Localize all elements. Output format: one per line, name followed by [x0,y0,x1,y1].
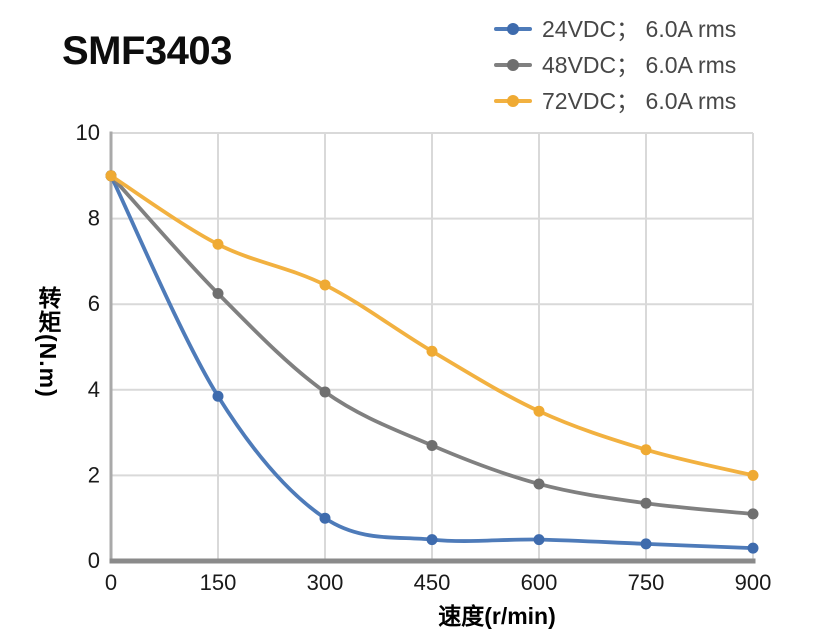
data-point-marker [640,497,652,509]
y-tick-label: 6 [88,291,100,316]
data-point-marker [747,469,759,481]
x-tick-label: 750 [628,570,665,595]
data-point-marker [747,508,759,520]
data-point-marker [319,512,331,524]
data-point-marker [212,288,224,299]
legend-dot-icon [507,23,519,35]
legend-label: 24VDC； 6.0A rms [542,15,737,42]
y-tick-label: 0 [88,548,100,573]
x-tick-label: 600 [521,570,558,595]
y-tick-label: 8 [88,206,100,231]
legend-label: 72VDC； 6.0A rms [542,87,737,114]
data-point-marker [319,279,331,291]
legend-dot-icon [507,59,519,71]
data-point-marker [533,534,545,546]
data-point-marker [212,238,224,250]
data-point-marker [426,534,438,546]
chart-title: SMF3403 [62,29,232,73]
x-tick-label: 900 [735,570,772,595]
legend-line-marker-icon [494,59,532,71]
legend-line-marker-icon [494,23,532,35]
x-tick-label: 150 [200,570,237,595]
y-tick-label: 2 [88,462,100,487]
data-point-marker [640,538,652,550]
x-axis-title: 速度(r/min) [438,603,556,629]
legend-label: 48VDC； 6.0A rms [542,51,737,78]
data-point-marker [319,386,331,398]
x-tick-label: 450 [414,570,451,595]
y-axis-title: 转矩(N.m) [35,286,61,398]
x-tick-label: 0 [105,570,117,595]
legend-dot-icon [507,95,519,107]
legend: 24VDC； 6.0A rms 48VDC； 6.0A rms 72VDC； 6… [494,11,736,119]
data-point-marker [747,542,759,554]
legend-item: 48VDC； 6.0A rms [494,47,736,83]
data-point-marker [105,170,117,182]
data-point-marker [533,478,545,490]
legend-item: 24VDC； 6.0A rms [494,11,736,47]
y-tick-label: 10 [76,120,100,145]
data-point-marker [533,405,545,417]
legend-item: 72VDC； 6.0A rms [494,83,736,119]
data-point-marker [212,390,224,402]
legend-line-marker-icon [494,95,532,107]
data-point-marker [640,444,652,456]
data-point-marker [426,345,438,357]
data-point-marker [426,439,438,451]
y-tick-label: 4 [88,377,100,402]
x-tick-label: 300 [307,570,344,595]
